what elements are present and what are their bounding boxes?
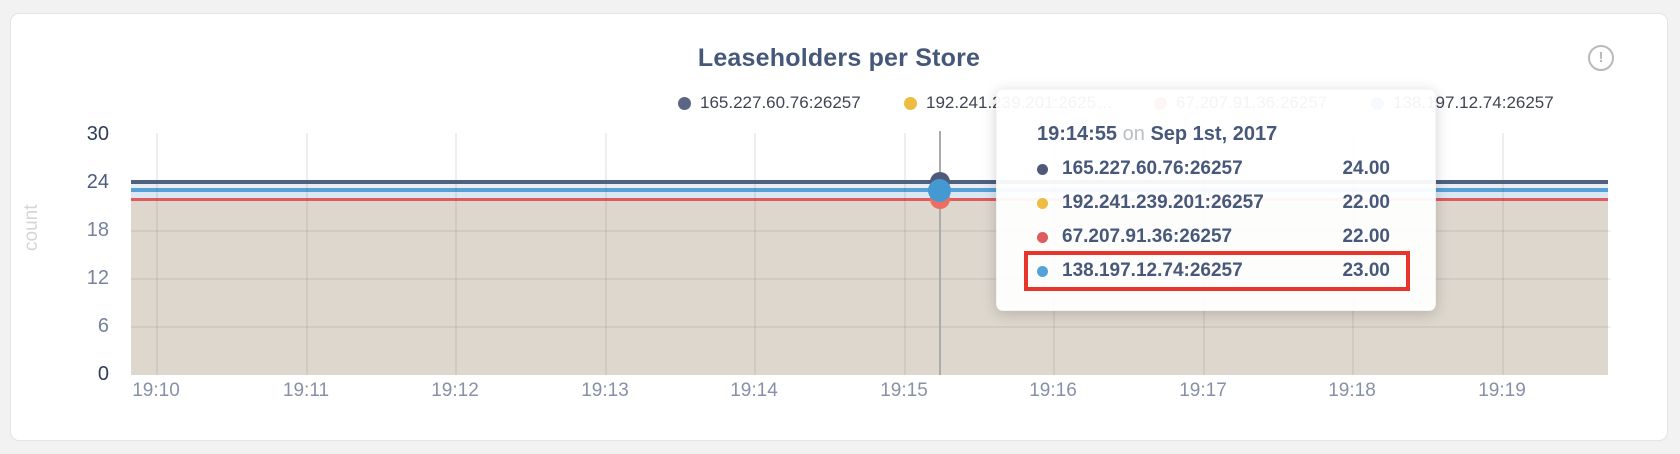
tooltip-date: Sep 1st, 2017 — [1150, 123, 1278, 145]
gridline-vertical — [156, 133, 158, 375]
series-line-red — [131, 197, 1608, 201]
y-tick: 30 — [86, 123, 109, 145]
y-tick: 6 — [97, 315, 109, 337]
area-fill-light-2 — [131, 192, 1608, 198]
gridline-horizontal — [131, 326, 1611, 328]
tooltip-series-value: 22.00 — [1342, 192, 1390, 213]
gridline-vertical — [904, 133, 906, 375]
tooltip-series-name: 67.207.91.36:26257 — [1062, 226, 1233, 247]
area-fill-light-1 — [131, 184, 1608, 188]
x-tick: 19:12 — [431, 380, 479, 401]
x-tick: 19:14 — [730, 380, 778, 401]
tooltip-row: 165.227.60.76:26257 24.00 — [1037, 154, 1390, 184]
x-tick: 19:13 — [581, 380, 629, 401]
gridline-horizontal — [131, 278, 1611, 280]
y-tick: 12 — [86, 267, 109, 289]
series-dot-navy-icon — [1037, 163, 1048, 175]
gridline-vertical — [1502, 133, 1504, 375]
gridline-vertical — [605, 133, 607, 375]
y-tick: 18 — [86, 219, 109, 241]
tooltip-timestamp: 19:14:55 on Sep 1st, 2017 — [1037, 123, 1277, 146]
series-line-navy — [131, 180, 1608, 184]
legend-item[interactable]: 165.227.60.76:26257 — [678, 93, 861, 113]
hover-guide-line — [939, 131, 941, 375]
x-tick: 19:19 — [1478, 380, 1526, 401]
gridline-vertical — [455, 133, 457, 375]
x-tick: 19:10 — [132, 380, 180, 401]
tooltip-row: 67.207.91.36:26257 22.00 — [1037, 222, 1390, 252]
y-tick: 0 — [97, 363, 109, 385]
tooltip-row: 138.197.12.74:26257 23.00 — [1037, 256, 1390, 286]
legend-dot-navy-icon — [678, 96, 691, 110]
tooltip-series-name: 138.197.12.74:26257 — [1062, 260, 1243, 281]
tooltip-series-name: 192.241.239.201:26257 — [1062, 192, 1264, 213]
tooltip-series-value: 23.00 — [1342, 260, 1390, 281]
tooltip-series-name: 165.227.60.76:26257 — [1062, 158, 1243, 179]
tooltip-time: 19:14:55 — [1037, 123, 1118, 145]
tooltip-series-value: 22.00 — [1342, 226, 1390, 247]
info-icon[interactable]: ! — [1588, 45, 1614, 71]
tooltip-row: 192.241.239.201:26257 22.00 — [1037, 188, 1390, 218]
series-dot-red-icon — [1037, 231, 1048, 243]
legend-label: 165.227.60.76:26257 — [700, 93, 861, 112]
hover-tooltip: 19:14:55 on Sep 1st, 2017 165.227.60.76:… — [996, 89, 1436, 311]
chart-title: Leaseholders per Store — [697, 44, 981, 72]
y-axis-title: count — [21, 204, 42, 251]
highlight-annotation-box — [1024, 251, 1410, 291]
hover-point-blue — [928, 179, 951, 202]
tooltip-series-value: 24.00 — [1342, 158, 1390, 179]
y-tick: 24 — [86, 171, 109, 193]
x-tick: 19:11 — [282, 380, 330, 401]
x-tick: 19:17 — [1179, 380, 1227, 401]
tooltip-preposition: on — [1122, 123, 1145, 145]
gridline-vertical — [306, 133, 308, 375]
x-tick: 19:16 — [1029, 380, 1077, 401]
gridline-vertical — [754, 133, 756, 375]
series-dot-blue-icon — [1037, 265, 1048, 277]
x-tick: 19:18 — [1328, 380, 1376, 401]
chart-card: Leaseholders per Store ! 165.227.60.76:2… — [10, 13, 1668, 441]
legend-dot-yellow-icon — [904, 96, 917, 110]
series-dot-yellow-icon — [1037, 197, 1048, 209]
gridline-horizontal — [131, 230, 1611, 232]
x-tick: 19:15 — [880, 380, 928, 401]
series-line-blue — [131, 188, 1608, 192]
